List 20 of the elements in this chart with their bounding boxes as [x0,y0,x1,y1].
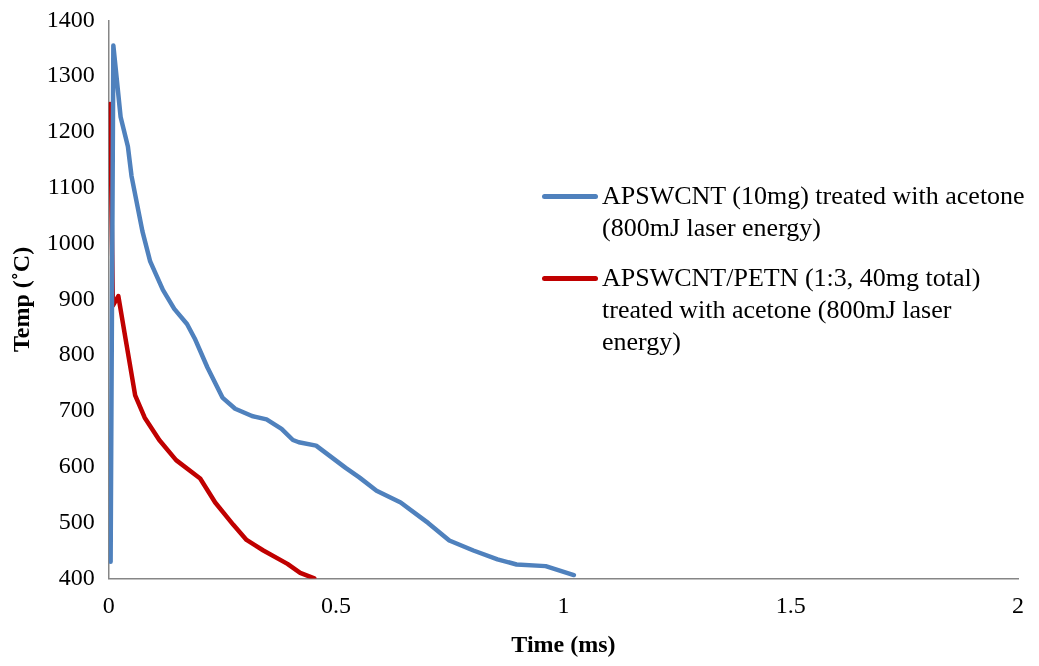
y-tick-label: 500 [58,507,95,534]
x-tick-label: 2 [1012,592,1024,619]
x-axis-title: Time (ms) [511,630,616,657]
legend-label: APSWCNT (10mg) treated with acetone (800mJ laser energy) [601,180,1026,244]
x-tick-label: 0 [102,592,115,619]
y-tick-label: 400 [58,563,95,590]
y-axis-title: Temp (˚C) [7,246,34,352]
y-tick-label: 1100 [47,173,95,200]
y-tick-label: 700 [58,396,95,423]
y-tick-label: 800 [58,340,95,367]
legend-label: APSWCNT/PETN (1:3, 40mg total) treated with acetone (800mJ laser energy) [601,262,982,358]
x-tick-label: 1 [557,592,570,619]
x-tick-label: 1.5 [775,592,806,619]
y-tick-label: 1000 [46,228,95,255]
y-tick-label: 1200 [46,117,95,144]
y-tick-label: 1400 [46,5,95,32]
y-tick-label: 1300 [46,61,95,88]
x-tick-label: 0.5 [321,592,352,619]
y-tick-label: 600 [58,452,95,479]
y-tick-label: 900 [58,284,95,311]
